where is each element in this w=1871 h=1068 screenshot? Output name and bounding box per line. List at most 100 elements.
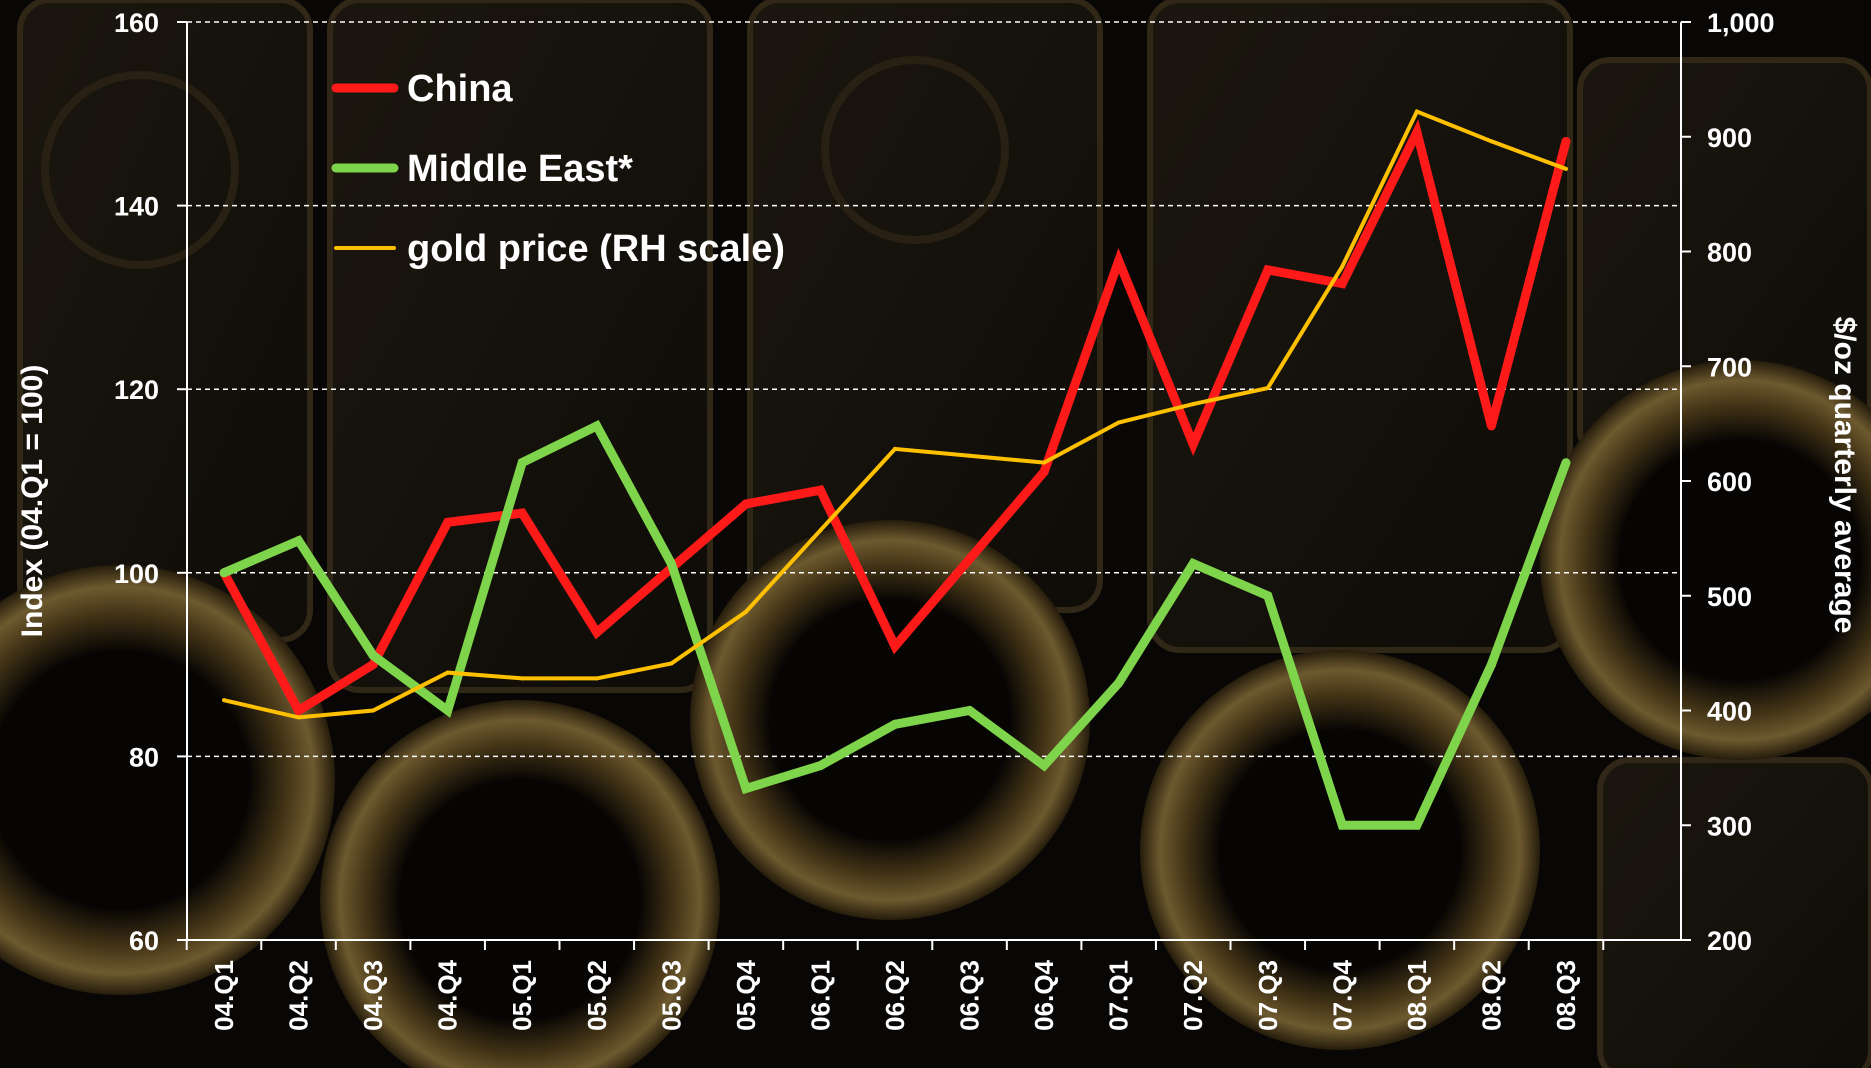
data-point-gold-price <box>893 446 897 451</box>
data-point-middle-east <box>1412 820 1422 830</box>
data-point-middle-east <box>1039 761 1049 771</box>
data-point-china <box>1561 136 1571 146</box>
x-tick-label: 04.Q4 <box>433 959 463 1030</box>
legend-label-gold-price: gold price (RH scale) <box>407 228 785 270</box>
axes <box>177 21 1691 950</box>
data-point-middle-east <box>1486 660 1496 670</box>
data-point-gold-price <box>222 698 226 703</box>
data-point-middle-east <box>965 706 975 715</box>
data-point-china <box>1114 256 1124 266</box>
data-point-gold-price <box>1414 109 1419 114</box>
data-point-china <box>592 627 602 637</box>
right-axis-tick-labels: 200 300 400 500 600 700 800 900 1,000 <box>1707 8 1775 956</box>
legend-item-middle-east: Middle East* <box>331 148 633 190</box>
data-point-gold-price <box>371 708 376 713</box>
x-axis-tick-labels: 04.Q1 04.Q2 04.Q3 04.Q4 05.Q1 05.Q2 05.Q3 05.Q4… <box>209 959 1581 1030</box>
data-point-china <box>1412 127 1422 137</box>
x-tick-label: 05.Q3 <box>656 960 686 1031</box>
x-tick-label: 04.Q2 <box>284 960 314 1031</box>
left-axis-tick-labels: 60 80 100 120 140 160 <box>114 8 159 956</box>
data-point-middle-east <box>1188 559 1198 569</box>
data-point-middle-east <box>815 761 825 771</box>
x-tick-label: 07.Q4 <box>1327 959 1357 1030</box>
data-point-gold-price <box>1265 386 1270 391</box>
y2-tick-label: 1,000 <box>1707 8 1775 38</box>
data-point-gold-price <box>1116 420 1121 425</box>
series-lines <box>219 108 1571 830</box>
data-point-middle-east <box>741 784 751 794</box>
y-axis-title: Index (04.Q1 = 100) <box>16 365 49 638</box>
y-tick-label: 100 <box>114 559 159 589</box>
y-tick-label: 120 <box>114 375 159 405</box>
data-point-gold-price <box>1340 264 1345 269</box>
x-tick-label: 05.Q2 <box>582 960 612 1031</box>
legend: China Middle East* gold price (RH scale) <box>331 68 785 270</box>
data-point-gold-price <box>1191 402 1196 407</box>
x-tick-label: 07.Q2 <box>1178 960 1208 1031</box>
y-tick-label: 60 <box>129 926 159 956</box>
data-point-china <box>1486 421 1496 431</box>
x-tick-label: 08.Q1 <box>1402 960 1432 1031</box>
x-tick-label: 06.Q2 <box>880 960 910 1031</box>
x-tick-label: 05.Q4 <box>731 959 761 1030</box>
data-point-china <box>815 485 825 495</box>
data-point-china <box>890 641 900 651</box>
y2-tick-label: 200 <box>1707 926 1752 956</box>
y2-tick-label: 700 <box>1707 352 1752 382</box>
data-point-china <box>741 499 751 509</box>
data-point-china <box>517 508 527 518</box>
data-point-china <box>1263 265 1273 275</box>
data-point-middle-east <box>1561 458 1571 468</box>
data-point-middle-east <box>592 421 602 431</box>
data-point-middle-east <box>219 568 229 578</box>
y2-tick-label: 600 <box>1707 467 1752 497</box>
data-point-gold-price <box>1042 460 1047 465</box>
x-tick-label: 08.Q3 <box>1551 960 1581 1031</box>
data-point-gold-price <box>1489 139 1494 144</box>
x-tick-label: 04.Q3 <box>358 960 388 1031</box>
x-tick-label: 06.Q1 <box>805 960 835 1031</box>
legend-item-gold-price: gold price (RH scale) <box>334 228 785 270</box>
y2-tick-label: 900 <box>1707 123 1752 153</box>
x-tick-label: 06.Q4 <box>1029 959 1059 1030</box>
data-point-china <box>294 706 304 715</box>
data-point-gold-price <box>445 670 450 675</box>
data-point-middle-east <box>1114 678 1124 688</box>
y-tick-label: 80 <box>129 742 159 772</box>
data-point-middle-east <box>1337 820 1347 830</box>
data-point-gold-price <box>818 528 823 533</box>
secondary-y-axis-title: $/oz quarterly average <box>1828 317 1861 634</box>
data-point-china <box>1039 467 1049 477</box>
data-point-china <box>1337 279 1347 289</box>
data-point-gold-price <box>743 609 748 614</box>
x-tick-label: 07.Q3 <box>1253 960 1283 1031</box>
data-point-middle-east <box>666 559 676 569</box>
y-tick-label: 140 <box>114 192 159 222</box>
data-point-middle-east <box>517 458 527 468</box>
x-tick-label: 05.Q1 <box>507 960 537 1031</box>
x-tick-label: 08.Q2 <box>1476 960 1506 1031</box>
data-point-china <box>1188 439 1198 449</box>
data-point-middle-east <box>294 536 304 546</box>
data-point-gold-price <box>594 676 599 681</box>
x-tick-label: 06.Q3 <box>955 960 985 1031</box>
y2-tick-label: 800 <box>1707 238 1752 268</box>
data-point-china <box>965 554 975 564</box>
y2-tick-label: 300 <box>1707 811 1752 841</box>
data-point-gold-price <box>1564 166 1568 171</box>
data-point-middle-east <box>890 719 900 729</box>
data-point-middle-east <box>1263 591 1273 601</box>
data-point-middle-east <box>368 650 378 660</box>
y2-tick-label: 400 <box>1707 697 1752 727</box>
legend-label-middle-east: Middle East* <box>407 148 633 190</box>
legend-item-china: China <box>331 68 513 110</box>
x-tick-label: 07.Q1 <box>1104 960 1134 1031</box>
data-point-gold-price <box>296 715 301 720</box>
y2-tick-label: 500 <box>1707 582 1752 612</box>
data-point-gold-price <box>520 676 525 681</box>
y-tick-label: 160 <box>114 8 159 38</box>
x-tick-label: 04.Q1 <box>209 960 239 1031</box>
